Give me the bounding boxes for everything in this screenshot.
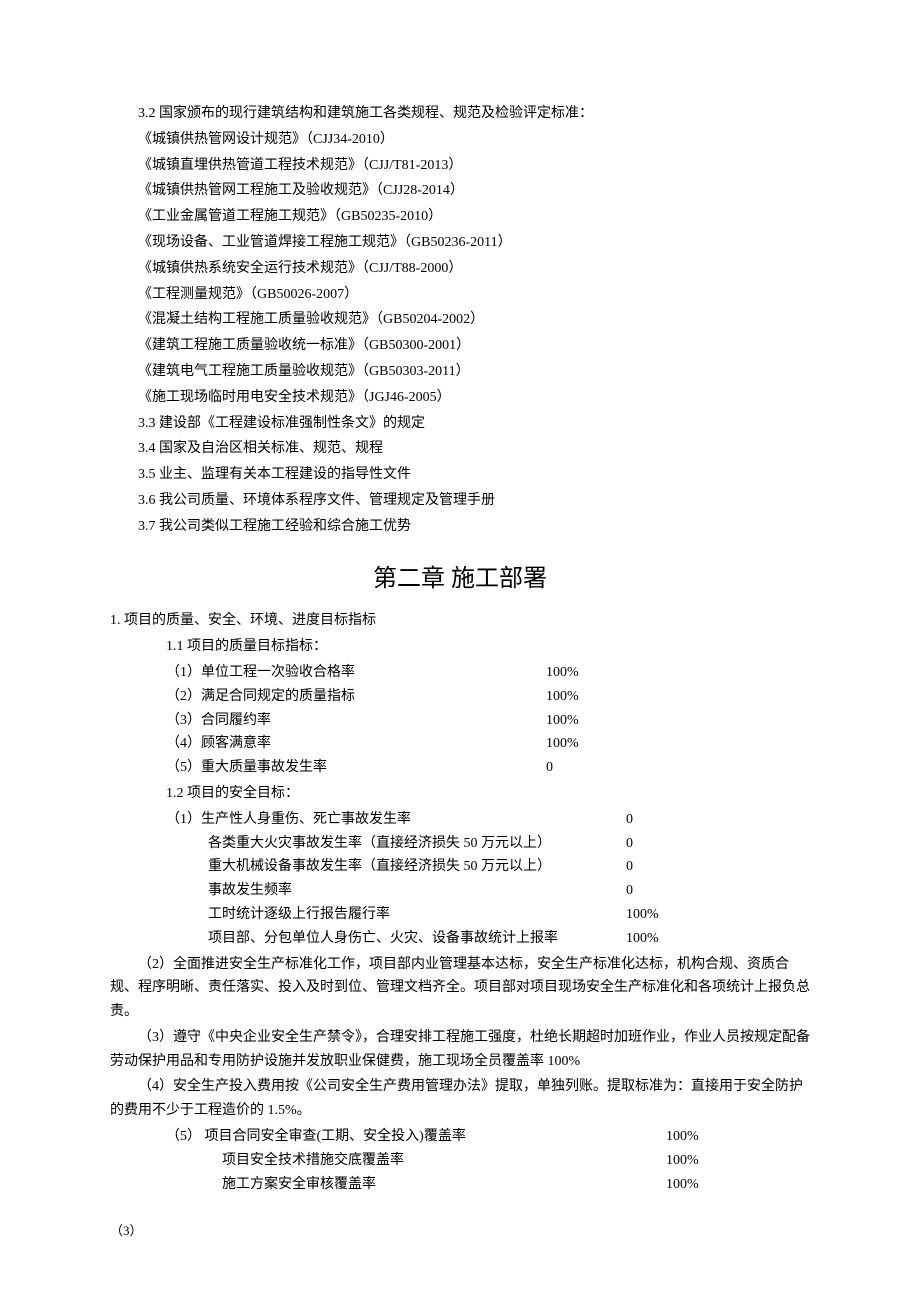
std-line: 3.4 国家及自治区相关标准、规范、规程: [110, 437, 810, 461]
s-label: 事故发生频率: [208, 879, 626, 903]
s-value: 0: [626, 879, 686, 903]
q-value: 100%: [546, 732, 606, 756]
std-line: 3.5 业主、监理有关本工程建设的指导性文件: [110, 463, 810, 487]
s-row: （1）生产性人身重伤、死亡事故发生率 0: [110, 808, 810, 832]
std-line: 《工程测量规范》（GB50026-2007）: [110, 283, 810, 307]
std-line: 3.7 我公司类似工程施工经验和综合施工优势: [110, 515, 810, 539]
r5-value: 100%: [666, 1173, 726, 1197]
q-label: （4）顾客满意率: [166, 732, 546, 756]
std-line: 3.3 建设部《工程建设标准强制性条文》的规定: [110, 412, 810, 436]
std-line: 《现场设备、工业管道焊接工程施工规范》（GB50236-2011）: [110, 231, 810, 255]
r5-row: （5） 项目合同安全审查(工期、安全投入)覆盖率 100%: [110, 1125, 810, 1149]
s-value: 100%: [626, 927, 686, 951]
q-value: 100%: [546, 709, 606, 733]
r5-row: 项目安全技术措施交底覆盖率 100%: [110, 1149, 810, 1173]
s-row: 工时统计逐级上行报告履行率 100%: [110, 903, 810, 927]
q-value: 100%: [546, 685, 606, 709]
q-label: （3）合同履约率: [166, 709, 546, 733]
s-row: 重大机械设备事故发生率（直接经济损失 50 万元以上） 0: [110, 855, 810, 879]
chapter-title: 第二章 施工部署: [110, 559, 810, 600]
section-3-list: 3.2 国家颁布的现行建筑结构和建筑施工各类规程、规范及检验评定标准： 《城镇供…: [110, 102, 810, 539]
std-line: 《城镇供热管网设计规范》（CJJ34-2010）: [110, 128, 810, 152]
std-line: 《建筑电气工程施工质量验收规范》（GB50303-2011）: [110, 360, 810, 384]
s-value: 0: [626, 808, 686, 832]
r5-label: （5） 项目合同安全审查(工期、安全投入)覆盖率: [166, 1125, 666, 1149]
s-value: 100%: [626, 903, 686, 927]
s-value: 0: [626, 855, 686, 879]
s-label: 工时统计逐级上行报告履行率: [208, 903, 626, 927]
std-line: 《施工现场临时用电安全技术规范》（JGJ46-2005）: [110, 386, 810, 410]
q-label: （1）单位工程一次验收合格率: [166, 661, 546, 685]
s-row: 各类重大火灾事故发生率（直接经济损失 50 万元以上） 0: [110, 832, 810, 856]
q-value: 0: [546, 756, 606, 780]
page-footer: （3）: [110, 1220, 143, 1242]
std-line: 《城镇供热系统安全运行技术规范》（CJJ/T88-2000）: [110, 257, 810, 281]
q-value: 100%: [546, 661, 606, 685]
para-2: （2）全面推进安全生产标准化工作，项目部内业管理基本达标，安全生产标准化达标，机…: [110, 953, 810, 1024]
quality-rows: （1）单位工程一次验收合格率 100% （2）满足合同规定的质量指标 100% …: [110, 661, 810, 780]
std-line: 《混凝土结构工程施工质量验收规范》（GB50204-2002）: [110, 308, 810, 332]
q-row: （4）顾客满意率 100%: [166, 732, 810, 756]
q-label: （5）重大质量事故发生率: [166, 756, 546, 780]
std-line: 3.2 国家颁布的现行建筑结构和建筑施工各类规程、规范及检验评定标准：: [110, 102, 810, 126]
std-line: 《城镇供热管网工程施工及验收规范》（CJJ28-2014）: [110, 179, 810, 203]
q-row: （1）单位工程一次验收合格率 100%: [166, 661, 810, 685]
q-row: （2）满足合同规定的质量指标 100%: [166, 685, 810, 709]
para-3: （3）遵守《中央企业安全生产禁令》，合理安排工程施工强度，杜绝长期超时加班作业，…: [110, 1026, 810, 1074]
s-label: 各类重大火灾事故发生率（直接经济损失 50 万元以上）: [208, 832, 626, 856]
std-line: 3.6 我公司质量、环境体系程序文件、管理规定及管理手册: [110, 489, 810, 513]
s-label: 重大机械设备事故发生率（直接经济损失 50 万元以上）: [208, 855, 626, 879]
row5-rows: （5） 项目合同安全审查(工期、安全投入)覆盖率 100% 项目安全技术措施交底…: [110, 1125, 810, 1196]
s-row: 项目部、分包单位人身伤亡、火灾、设备事故统计上报率 100%: [110, 927, 810, 951]
q-label: （2）满足合同规定的质量指标: [166, 685, 546, 709]
std-line: 《建筑工程施工质量验收统一标准》（GB50300-2001）: [110, 334, 810, 358]
item-1-heading: 1. 项目的质量、安全、环境、进度目标指标: [110, 609, 810, 633]
para-4: （4）安全生产投入费用按《公司安全生产费用管理办法》提取，单独列账。提取标准为：…: [110, 1075, 810, 1123]
s-label: （1）生产性人身重伤、死亡事故发生率: [166, 808, 626, 832]
safety-rows: （1）生产性人身重伤、死亡事故发生率 0 各类重大火灾事故发生率（直接经济损失 …: [110, 808, 810, 951]
s-label: 项目部、分包单位人身伤亡、火灾、设备事故统计上报率: [208, 927, 626, 951]
s-row: 事故发生频率 0: [110, 879, 810, 903]
std-line: 《城镇直埋供热管道工程技术规范》（CJJ/T81-2013）: [110, 154, 810, 178]
sub-1-1: 1.1 项目的质量目标指标：: [110, 635, 810, 659]
q-row: （5）重大质量事故发生率 0: [166, 756, 810, 780]
r5-row: 施工方案安全审核覆盖率 100%: [110, 1173, 810, 1197]
sub-1-2: 1.2 项目的安全目标：: [110, 782, 810, 806]
s-value: 0: [626, 832, 686, 856]
std-line: 《工业金属管道工程施工规范》（GB50235-2010）: [110, 205, 810, 229]
r5-value: 100%: [666, 1125, 726, 1149]
r5-label: 施工方案安全审核覆盖率: [222, 1173, 666, 1197]
r5-value: 100%: [666, 1149, 726, 1173]
q-row: （3）合同履约率 100%: [166, 709, 810, 733]
r5-label: 项目安全技术措施交底覆盖率: [222, 1149, 666, 1173]
